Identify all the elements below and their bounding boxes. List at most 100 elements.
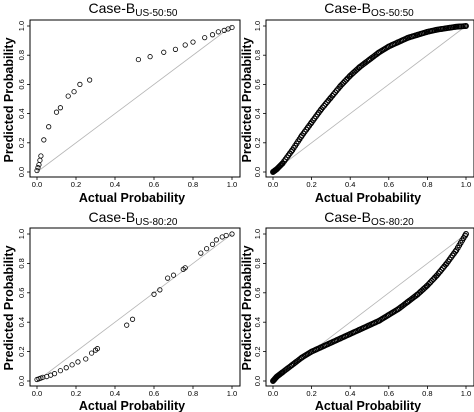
data-point (215, 29, 221, 35)
y-tick-label: 1.0 (17, 229, 26, 239)
panel-title: Case-BUS-50:50 (89, 0, 178, 19)
y-tick-label: 0.4 (253, 317, 262, 327)
y-tick-label: 0.4 (17, 317, 26, 327)
data-point (229, 231, 235, 237)
x-tick-label: 0.0 (268, 180, 278, 189)
x-axis-label: Actual Probability (315, 191, 421, 205)
data-point (343, 76, 350, 83)
y-tick-label: 0.0 (17, 376, 26, 386)
y-tick-label: 0.4 (253, 108, 262, 118)
panel-os-80-20: Case-BOS-80:20 Actual Probability Predic… (240, 209, 474, 412)
y-tick-label: 0.0 (253, 167, 262, 177)
x-tick-label: 1.0 (461, 180, 471, 189)
panel-title: Case-BOS-50:50 (324, 0, 414, 19)
data-point (157, 287, 163, 293)
x-tick-label: 0.4 (345, 389, 355, 398)
y-axis-label: Predicted Probability (2, 37, 16, 162)
x-tick-label: 0.2 (306, 389, 316, 398)
data-point (340, 79, 347, 86)
data-point (124, 322, 130, 328)
data-point (165, 275, 171, 281)
data-point (36, 162, 42, 168)
reference-diagonal-line (36, 25, 233, 173)
data-point (430, 276, 437, 283)
data-point (57, 368, 64, 374)
data-point (463, 231, 469, 237)
data-point (87, 77, 93, 83)
data-point (198, 250, 204, 256)
data-point (129, 316, 136, 322)
data-point (425, 280, 432, 287)
data-point (339, 81, 345, 88)
data-point (135, 56, 141, 63)
data-point (89, 350, 95, 356)
data-point (77, 81, 83, 88)
y-tick-label: 0.2 (17, 346, 26, 356)
data-point (71, 89, 77, 95)
y-tick-label: 0.8 (253, 258, 262, 268)
panel-os-50-50: Case-BOS-50:50 Actual Probability Predic… (240, 0, 474, 205)
reference-diagonal-line (272, 25, 467, 173)
y-axis-label: Predicted Probability (240, 245, 254, 370)
y-axis-label: Predicted Probability (2, 245, 16, 370)
data-point (209, 241, 216, 247)
data-point (35, 165, 41, 171)
data-point (46, 124, 52, 130)
data-point (151, 291, 157, 297)
data-point (428, 277, 435, 284)
x-tick-label: 0.4 (110, 389, 120, 398)
y-tick-label: 0.0 (253, 376, 262, 386)
plot-frame (265, 227, 474, 387)
panel-title: Case-BUS-80:20 (89, 209, 178, 228)
data-point (65, 93, 71, 99)
y-tick-label: 1.0 (17, 21, 26, 31)
y-tick-label: 0.8 (17, 258, 26, 268)
x-axis-label: Actual Probability (315, 399, 421, 412)
y-tick-label: 0.2 (17, 138, 26, 148)
data-point (278, 161, 285, 168)
x-tick-label: 0.6 (149, 389, 159, 398)
y-tick-label: 0.6 (17, 79, 26, 89)
y-tick-label: 0.6 (253, 288, 262, 298)
x-tick-label: 0.2 (306, 180, 316, 189)
x-tick-label: 0.8 (188, 180, 198, 189)
x-tick-label: 1.0 (461, 389, 471, 398)
x-tick-label: 0.8 (422, 389, 432, 398)
x-tick-label: 0.2 (71, 389, 81, 398)
x-tick-label: 1.0 (227, 389, 237, 398)
x-axis-label: Actual Probability (79, 191, 185, 205)
data-point (161, 49, 167, 55)
y-tick-label: 0.8 (253, 50, 262, 60)
x-tick-label: 0.0 (32, 180, 42, 189)
data-point (202, 35, 208, 41)
data-point (94, 346, 101, 352)
data-point (53, 109, 60, 115)
x-tick-label: 0.6 (384, 180, 394, 189)
x-tick-label: 0.6 (384, 389, 394, 398)
data-point (463, 23, 469, 29)
x-axis-label: Actual Probability (79, 399, 185, 412)
x-tick-label: 0.0 (32, 389, 42, 398)
plot-frame (29, 227, 241, 387)
plot-frame (29, 19, 241, 178)
data-point (40, 374, 46, 380)
reference-diagonal-line (36, 233, 233, 382)
y-tick-label: 0.0 (17, 167, 26, 177)
panel-us-80-20: Case-BUS-80:20 Actual Probability Predic… (2, 209, 241, 412)
y-tick-label: 0.6 (17, 288, 26, 298)
x-tick-label: 1.0 (227, 180, 237, 189)
data-point (75, 359, 81, 365)
data-point (182, 42, 188, 48)
data-point (83, 356, 89, 362)
x-tick-label: 0.8 (188, 389, 198, 398)
y-tick-label: 1.0 (253, 229, 262, 239)
panel-us-50-50: Case-BUS-50:50 Actual Probability Predic… (2, 0, 241, 205)
data-point (213, 237, 219, 243)
x-tick-label: 0.8 (422, 180, 432, 189)
data-point (51, 371, 58, 377)
y-tick-label: 0.8 (17, 50, 26, 60)
data-point (147, 54, 153, 60)
data-point (37, 157, 43, 163)
data-point (63, 365, 69, 371)
